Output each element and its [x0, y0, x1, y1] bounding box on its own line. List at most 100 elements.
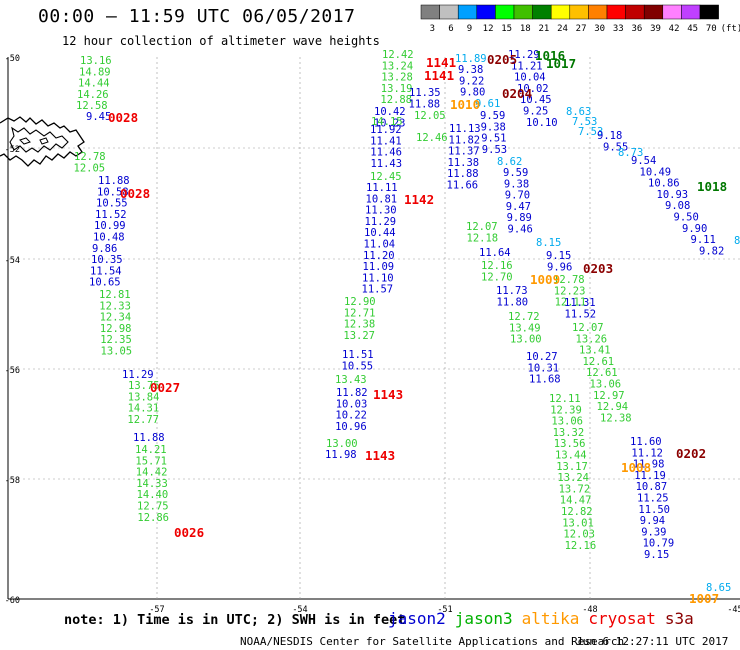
wave-height-value: 10.93: [657, 189, 689, 201]
wave-height-value: 12.11: [549, 393, 581, 405]
colorbar-swatch: [625, 4, 645, 20]
wave-height-value: 14.31: [128, 403, 160, 415]
wave-height-value: 9.70: [505, 190, 530, 202]
wave-height-value: 9.86: [92, 243, 117, 255]
wave-height-value: 11.66: [447, 180, 479, 192]
wave-height-value: 10.04: [514, 72, 546, 84]
wave-height-value: 12.34: [100, 312, 132, 324]
wave-height-value: 10.03: [336, 398, 368, 410]
longitude-label: -51: [437, 605, 452, 615]
wave-height-value: 9.15: [546, 250, 571, 262]
wave-height-value: 14.47: [560, 495, 592, 507]
colorbar-tick-label: 36: [631, 24, 642, 34]
wave-height-value: 12.82: [561, 506, 593, 518]
wave-height-value: 8.1: [734, 235, 740, 247]
colorbar-swatch: [420, 4, 440, 20]
wave-height-value: 11.12: [631, 447, 663, 459]
pass-time-marker: 1142: [404, 192, 434, 207]
wave-height-value: 11.43: [370, 158, 402, 170]
wave-height-value: 11.35: [409, 87, 441, 99]
longitude-label: -48: [582, 605, 597, 615]
wave-height-value: 13.01: [562, 517, 594, 529]
wave-height-value: 11.09: [363, 261, 395, 273]
wave-height-value: 12.35: [100, 334, 132, 346]
wave-height-value: 10.86: [648, 178, 680, 190]
wave-height-value: 9.54: [631, 155, 656, 167]
wave-height-value: 12.78: [553, 274, 585, 286]
wave-height-value: 9.55: [603, 141, 628, 153]
wave-height-value: 9.38: [504, 178, 529, 190]
wave-height-value: 12.71: [344, 307, 376, 319]
wave-height-value: 10.55: [342, 360, 374, 372]
wave-height-value: 11.57: [362, 284, 394, 296]
colorbar-swatch: [550, 4, 571, 20]
wave-height-value: 7.53: [578, 126, 603, 138]
wave-height-value: 11.98: [633, 459, 665, 471]
wave-height-value: 10.81: [366, 193, 398, 205]
wave-height-value: 11.10: [362, 272, 394, 284]
wave-height-value: 11.19: [634, 470, 666, 482]
colorbar-tick-label: 30: [594, 24, 605, 34]
wave-height-value: 11.20: [363, 250, 395, 262]
colorbar-unit-label: (ft): [721, 24, 740, 34]
wave-height-value: 10.58: [97, 186, 129, 198]
wave-height-value: 13.41: [579, 345, 611, 357]
wave-height-value: 12.03: [563, 529, 595, 541]
colorbar-tick-label: 12: [483, 24, 494, 34]
wave-height-value: 9.11: [691, 234, 716, 246]
wave-height-value: 11.25: [637, 493, 669, 505]
pass-time-marker: 1143: [365, 448, 395, 463]
latitude-label: -54: [5, 256, 20, 266]
colorbar-swatch: [457, 4, 478, 20]
wave-height-value: 12.98: [100, 323, 132, 335]
wave-height-value: 11.73: [496, 285, 528, 297]
wave-height-value: 11.29: [365, 216, 397, 228]
wave-height-value: 14.40: [137, 489, 169, 501]
pass-time-marker: 0027: [150, 380, 180, 395]
wave-height-value: 15.71: [135, 455, 167, 467]
wave-height-value: 10.79: [643, 538, 675, 550]
axis-labels: -50 -52 -54 -56 -58 -60 -57 -54 -51 -48 -45: [5, 54, 740, 615]
latitude-label: -52: [5, 145, 20, 155]
wave-height-tracks: 13.1614.8914.4414.2612.589.4512.7812.051…: [74, 49, 740, 594]
colorbar-swatch: [569, 4, 589, 20]
wave-height-value: 11.64: [479, 247, 511, 259]
wave-height-value: 11.29: [122, 369, 154, 381]
wave-height-value: 10.22: [335, 410, 367, 422]
wave-height-value: 14.89: [79, 66, 111, 78]
wave-height-value: 11.41: [370, 135, 402, 147]
legend-jason3: jason3: [454, 609, 513, 628]
pass-time-marker: 0028: [108, 110, 138, 125]
pass-time-marker: 1007: [689, 591, 719, 606]
wave-height-value: 13.84: [128, 391, 160, 403]
wave-height-value: 9.82: [699, 245, 724, 257]
wave-height-value: 11.13: [449, 123, 481, 135]
latitude-label: -60: [5, 596, 20, 606]
wave-height-value: 12.18: [467, 232, 499, 244]
wave-height-value: 9.50: [674, 212, 699, 224]
pass-time-marker: 1141: [424, 68, 454, 83]
colorbar-tick-label: 24: [557, 24, 568, 34]
colorbar-swatch: [662, 4, 682, 20]
wave-height-value: 11.51: [342, 349, 374, 361]
pass-time-marker: 0203: [583, 261, 613, 276]
wave-height-value: 12.86: [137, 512, 169, 524]
wave-height-value: 9.53: [482, 144, 507, 156]
wave-height-value: 10.99: [94, 220, 126, 232]
wave-height-value: 9.90: [682, 223, 707, 235]
wave-height-value: 9.25: [523, 106, 548, 118]
wave-height-value: 11.68: [529, 374, 561, 386]
wave-height-value: 11.52: [95, 209, 127, 221]
wave-height-value: 7.53: [572, 116, 597, 128]
legend-jason2: jason2: [388, 609, 446, 628]
wave-height-value: 10.35: [91, 254, 123, 266]
wave-height-value: 13.06: [590, 379, 622, 391]
wave-height-value: 13.27: [343, 330, 375, 342]
pass-time-marker: 1008: [621, 460, 651, 475]
colorbar-swatch: [495, 4, 515, 20]
pass-time-marker: 1016: [535, 48, 565, 63]
wave-height-value: 12.05: [74, 162, 106, 174]
graticule: [7, 57, 740, 600]
wave-height-value: 12.94: [597, 401, 629, 413]
